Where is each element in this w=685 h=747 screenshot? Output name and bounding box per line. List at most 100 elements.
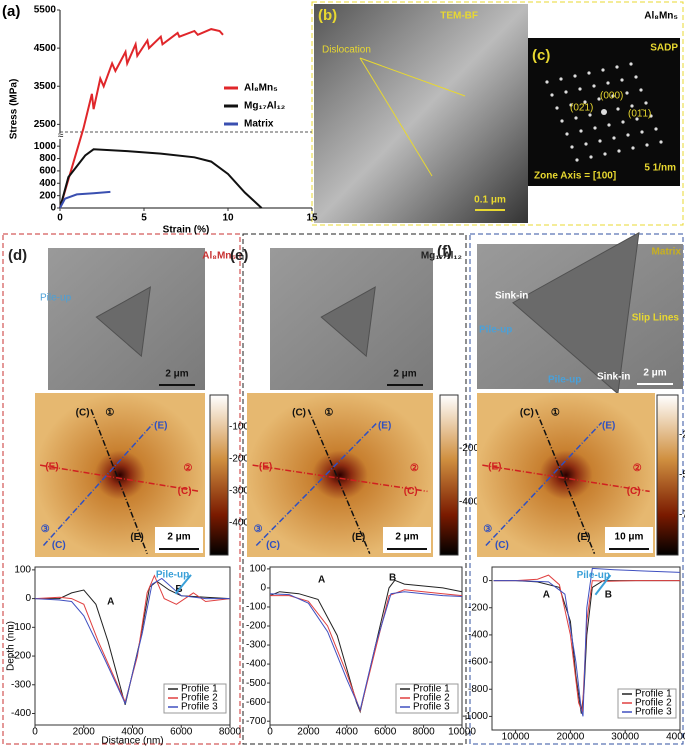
y-tick-label: 100 — [14, 565, 31, 576]
legend-label: Profile 3 — [635, 707, 672, 718]
label: Al₈Mn₅ — [644, 11, 678, 22]
label: Pile-up — [548, 375, 581, 386]
legend-label: Profile 1 — [635, 689, 672, 700]
label: -200 — [229, 454, 249, 465]
series-line — [34, 574, 231, 704]
x-tick-label: 0 — [32, 727, 38, 738]
y-tick-label: 0 — [25, 593, 31, 604]
label: Pile-up — [479, 325, 512, 336]
diffraction-spot — [592, 84, 596, 88]
diffraction-spot — [545, 80, 549, 84]
diffraction-spot — [564, 90, 568, 94]
diffraction-spot — [644, 101, 648, 105]
y-tick-label: -600 — [246, 697, 266, 708]
series-line — [493, 567, 681, 717]
label: (a) — [2, 3, 20, 20]
x-tick-label: 20000 — [556, 732, 584, 743]
label: 2 μm — [167, 532, 190, 543]
label: (E) — [488, 461, 501, 472]
y-tick-label: -1000 — [462, 711, 488, 722]
diffraction-spot — [649, 114, 653, 118]
legend-label: Profile 2 — [413, 693, 450, 704]
diffraction-spot — [611, 94, 615, 98]
y-tick-label: -800 — [468, 684, 488, 695]
diffraction-spot — [640, 130, 644, 134]
label: (01̄1) — [628, 109, 651, 120]
label: 2 μm — [643, 368, 666, 379]
label: ① — [105, 407, 114, 418]
label: Zone Axis = [100] — [534, 171, 616, 182]
label: 10 μm — [615, 532, 644, 543]
diffraction-spot — [569, 103, 573, 107]
diffraction-spot — [616, 107, 620, 111]
label: (C) — [76, 407, 90, 418]
y-tick-label: -100 — [246, 602, 266, 613]
diffraction-spot — [621, 120, 625, 124]
diffraction-spot — [574, 116, 578, 120]
diffraction-spot — [589, 155, 593, 159]
diffraction-spot — [603, 152, 607, 156]
y-tick-label: -400 — [11, 708, 31, 719]
diffraction-spot — [578, 87, 582, 91]
diffraction-spot — [575, 158, 579, 162]
label: Matrix — [652, 247, 682, 258]
label: ③ — [254, 524, 263, 535]
diffraction-spot — [629, 62, 633, 66]
label: 0.1 μm — [474, 195, 506, 206]
profile-line — [39, 464, 201, 493]
panel-frame — [2, 233, 241, 745]
colorbar — [209, 394, 229, 556]
label: 5 1/nm — [644, 163, 676, 174]
diffraction-spot — [565, 132, 569, 136]
diffraction-spot — [634, 75, 638, 79]
indent — [320, 286, 376, 358]
diffraction-spot — [631, 146, 635, 150]
axis-break-mask — [57, 133, 63, 139]
diffraction-spot — [573, 74, 577, 78]
diffraction-spot — [639, 88, 643, 92]
label: (E) — [154, 420, 167, 431]
x-tick-label: 4000 — [121, 727, 144, 738]
y-tick-label: 100 — [249, 564, 266, 575]
annotation: A — [107, 596, 114, 607]
label: ① — [324, 407, 333, 418]
label: ③ — [483, 524, 492, 535]
label: (d) — [8, 247, 27, 264]
diffraction-spot — [645, 143, 649, 147]
x-tick-label: 6000 — [170, 727, 193, 738]
label: (E) — [352, 532, 365, 543]
profile-line — [255, 421, 378, 547]
label: 2 μm — [393, 369, 416, 380]
diffraction-spot — [625, 91, 629, 95]
series-line — [59, 148, 263, 209]
diffraction-spot — [555, 106, 559, 110]
series-line — [34, 577, 230, 706]
y-axis-label: Depth (nm) — [6, 621, 17, 671]
label: (E) — [378, 420, 391, 431]
label: 2 μm — [165, 369, 188, 380]
label: (E) — [602, 420, 615, 431]
legend-box — [617, 688, 677, 719]
annotation: A — [318, 574, 325, 585]
diffraction-spot — [583, 100, 587, 104]
series-line — [59, 28, 224, 209]
x-tick-label: 0 — [267, 727, 273, 738]
diffraction-spot — [612, 136, 616, 140]
x-tick-label: 8000 — [219, 727, 242, 738]
y-tick-label: 4500 — [34, 43, 57, 54]
x-tick-label: 15 — [306, 213, 318, 224]
label: Sink-in — [597, 372, 630, 383]
label: ② — [184, 463, 193, 474]
y-tick-label: 3500 — [34, 81, 57, 92]
colorbar — [439, 394, 459, 556]
label: Sink-in — [495, 291, 528, 302]
y-tick-label: 200 — [39, 190, 56, 201]
x-tick-label: 2000 — [297, 727, 320, 738]
legend-label: Profile 1 — [181, 684, 218, 695]
label: -400 — [459, 496, 479, 507]
label: (E) — [130, 532, 143, 543]
label: Al₈Mn₅ — [202, 251, 236, 262]
arrow — [359, 57, 433, 177]
y-axis-label: Stress (MPa) — [9, 79, 20, 140]
series-line — [269, 591, 463, 712]
